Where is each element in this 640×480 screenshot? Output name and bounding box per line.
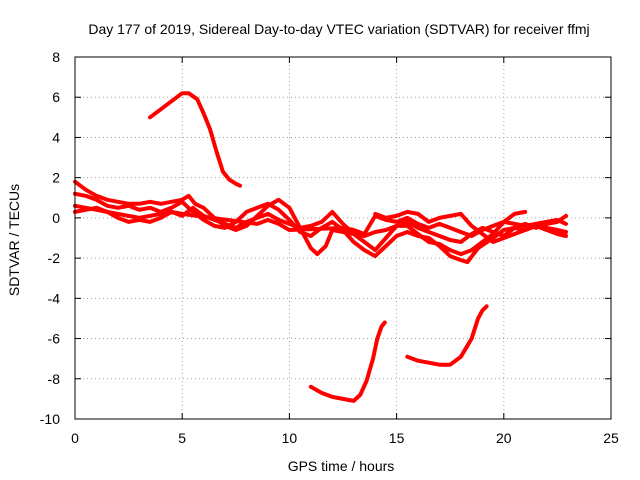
x-axis-label: GPS time / hours <box>288 458 395 474</box>
series-line-arc-e <box>373 209 568 244</box>
x-tick-label: 15 <box>389 430 405 446</box>
x-ticks: 0 5 10 15 20 25 <box>71 57 619 446</box>
y-tick-label: -2 <box>48 250 61 266</box>
y-axis-label: SDTVAR / TECUs <box>6 184 22 296</box>
y-tick-label: 6 <box>52 89 60 105</box>
x-tick-label: 0 <box>71 430 79 446</box>
y-tick-label: 2 <box>52 170 60 186</box>
y-ticks: -10 -8 -6 -4 -2 0 2 4 6 8 <box>40 49 611 427</box>
series-line-arc-low-1 <box>308 320 387 403</box>
y-tick-label: -10 <box>40 411 60 427</box>
x-tick-label: 25 <box>603 430 619 446</box>
plot-border <box>74 56 612 420</box>
y-tick-label: 0 <box>52 210 60 226</box>
x-tick-label: 20 <box>496 430 512 446</box>
y-tick-label: 8 <box>52 49 60 65</box>
chart-title: Day 177 of 2019, Sidereal Day-to-day VTE… <box>88 21 589 37</box>
y-tick-label: -4 <box>48 290 61 306</box>
series-line-arc-low-2 <box>405 304 489 367</box>
data-series <box>73 91 568 403</box>
x-tick-label: 5 <box>178 430 186 446</box>
series-line-arc-high <box>148 91 243 188</box>
y-tick-label: 4 <box>52 129 60 145</box>
grid-lines <box>75 57 611 419</box>
y-tick-label: -8 <box>48 371 61 387</box>
x-tick-label: 10 <box>282 430 298 446</box>
y-tick-label: -6 <box>48 331 61 347</box>
